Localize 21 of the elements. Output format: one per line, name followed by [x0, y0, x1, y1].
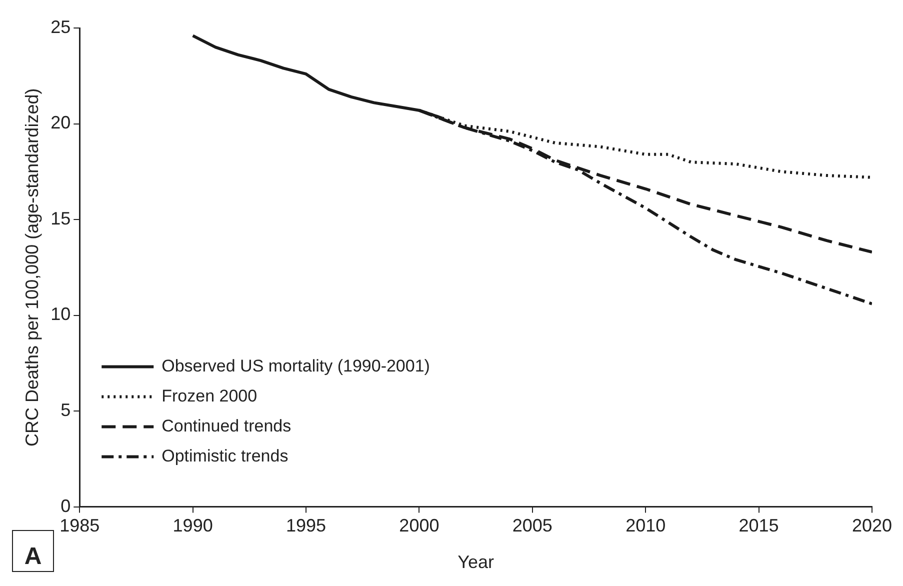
x-tick-label: 2015	[738, 516, 779, 536]
x-tick-label: 2005	[512, 516, 552, 536]
y-tick-label: 15	[50, 208, 71, 228]
y-tick-label: 0	[60, 496, 71, 516]
x-tick-label: 2020	[852, 516, 892, 536]
legend-label: Optimistic trends	[162, 446, 288, 466]
legend-label: Frozen 2000	[162, 386, 258, 406]
text: A	[12, 530, 54, 572]
y-tick-label: 5	[60, 400, 71, 420]
y-axis-title: CRC Deaths per 100,000 (age-standardized)	[22, 88, 42, 446]
legend-label: Observed US mortality (1990-2001)	[162, 356, 430, 376]
y-tick-label: 10	[50, 304, 71, 324]
x-tick-label: 1985	[60, 516, 100, 536]
y-tick-label: 20	[50, 112, 71, 133]
x-tick-label: 1990	[172, 516, 213, 536]
x-tick-label: 2010	[626, 516, 666, 536]
y-tick-label: 25	[50, 16, 71, 37]
x-tick-label: 2000	[399, 516, 440, 536]
x-tick-label: 1995	[286, 516, 326, 536]
x-axis-title: Year	[458, 552, 494, 572]
legend-label: Continued trends	[162, 416, 292, 436]
